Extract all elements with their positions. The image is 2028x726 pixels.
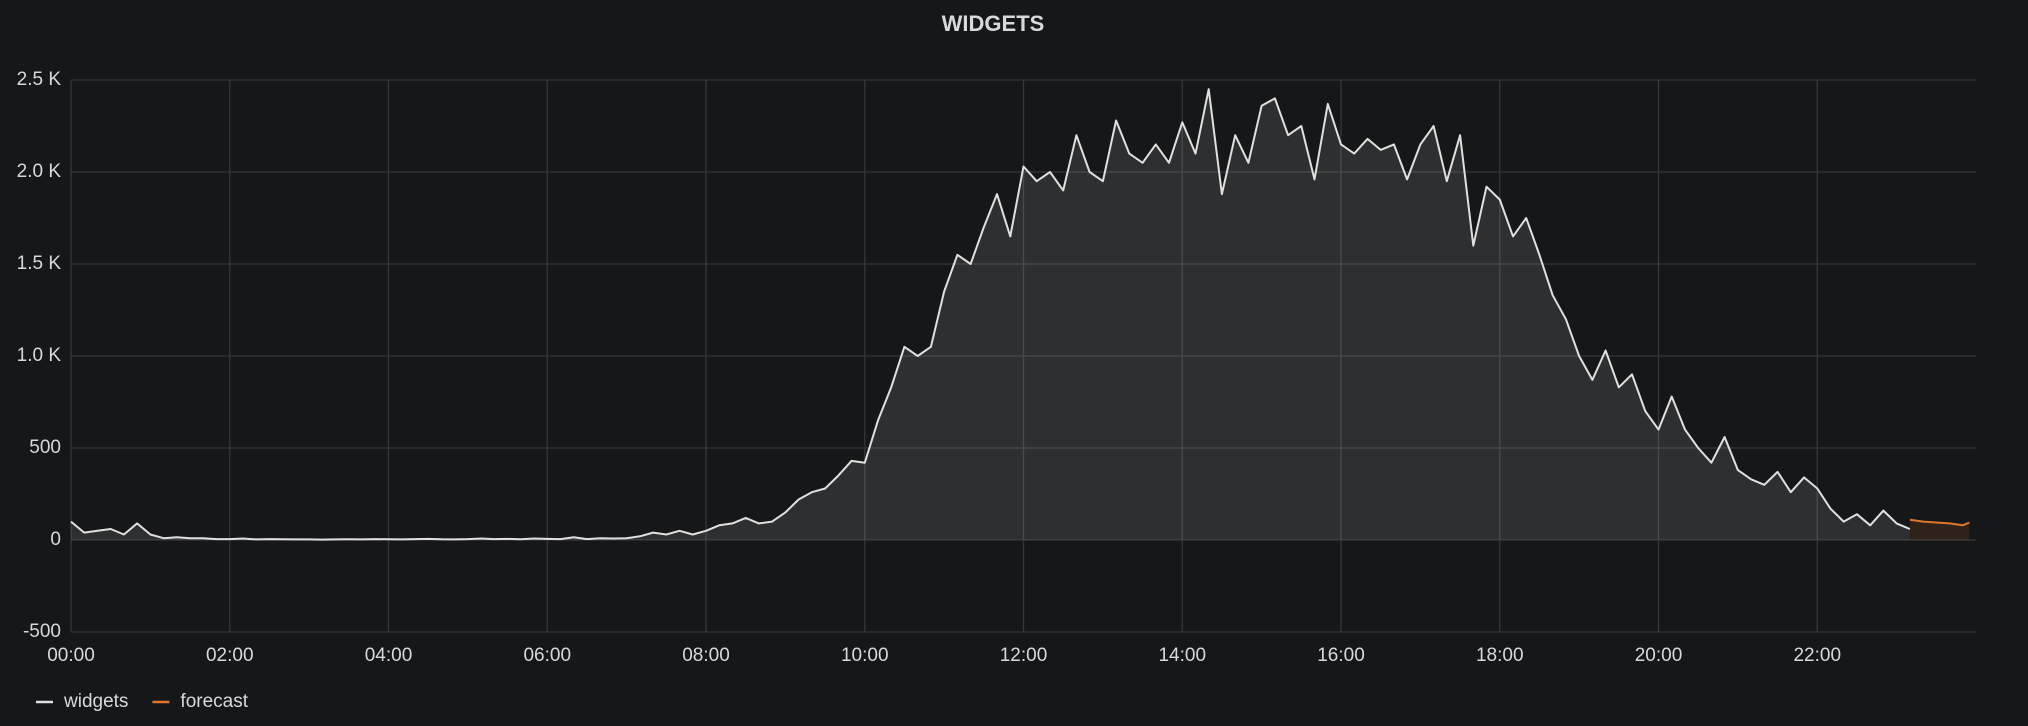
y-tick-label: 500: [29, 437, 61, 458]
y-tick-label: 2.5 K: [17, 69, 62, 90]
x-tick-label: 12:00: [1000, 645, 1048, 666]
y-tick-label: 1.0 K: [17, 345, 62, 366]
x-tick-label: 06:00: [523, 645, 571, 666]
y-tick-label: 1.5 K: [17, 253, 62, 274]
x-tick-label: 10:00: [841, 645, 889, 666]
x-tick-label: 22:00: [1793, 645, 1841, 666]
x-tick-label: 08:00: [682, 645, 730, 666]
x-tick-label: 14:00: [1158, 645, 1206, 666]
y-tick-label: 2.0 K: [17, 161, 62, 182]
series-area: [71, 89, 1910, 540]
legend-label: widgets: [63, 691, 128, 712]
y-tick-label: 0: [50, 529, 61, 550]
x-tick-label: 18:00: [1476, 645, 1524, 666]
x-tick-label: 00:00: [47, 645, 95, 666]
series-line: [1909, 518, 1970, 527]
chart-title: WIDGETS: [942, 11, 1045, 36]
legend-label: forecast: [180, 691, 248, 712]
x-tick-label: 16:00: [1317, 645, 1365, 666]
x-tick-label: 02:00: [206, 645, 254, 666]
x-tick-label: 20:00: [1635, 645, 1683, 666]
series-line: [70, 88, 1911, 541]
x-tick-label: 04:00: [365, 645, 413, 666]
y-tick-label: -500: [23, 621, 61, 642]
